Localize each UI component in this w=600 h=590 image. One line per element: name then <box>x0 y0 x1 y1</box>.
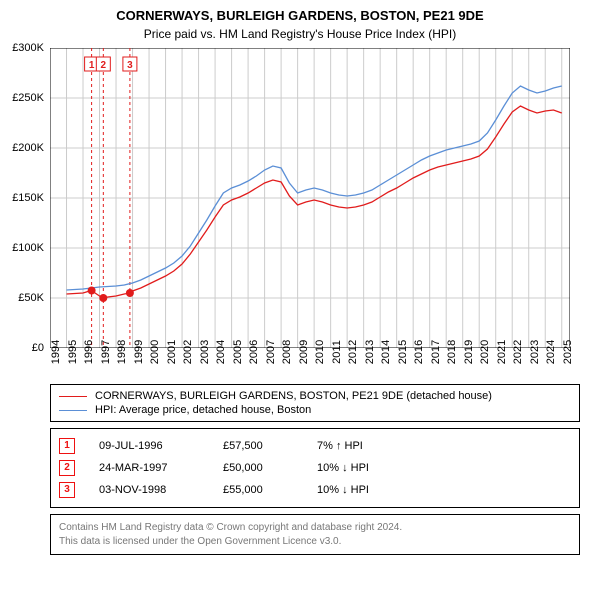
event-row: 1 09-JUL-1996 £57,500 7% ↑ HPI <box>59 435 571 457</box>
legend-swatch <box>59 396 87 397</box>
event-row-price: £50,000 <box>223 462 293 474</box>
x-tick-label: 2009 <box>298 340 310 364</box>
y-tick-label: £50K <box>18 292 44 304</box>
event-row-marker: 2 <box>59 460 75 476</box>
x-tick-label: 1994 <box>50 340 62 364</box>
x-tick-label: 2017 <box>430 340 442 364</box>
x-tick-label: 2008 <box>281 340 293 364</box>
event-row-date: 24-MAR-1997 <box>99 462 199 474</box>
legend-box: CORNERWAYS, BURLEIGH GARDENS, BOSTON, PE… <box>50 384 580 422</box>
x-tick-label: 1997 <box>100 340 112 364</box>
event-row: 3 03-NOV-1998 £55,000 10% ↓ HPI <box>59 479 571 501</box>
x-tick-label: 2018 <box>446 340 458 364</box>
x-tick-label: 2004 <box>215 340 227 364</box>
x-tick-label: 2006 <box>248 340 260 364</box>
y-tick-label: £0 <box>32 342 44 354</box>
chart-area: 123£0£50K£100K£150K£200K£250K£300K199419… <box>50 48 570 348</box>
x-tick-label: 2019 <box>463 340 475 364</box>
x-tick-label: 2005 <box>232 340 244 364</box>
x-tick-label: 2016 <box>413 340 425 364</box>
event-row-date: 03-NOV-1998 <box>99 484 199 496</box>
event-dot <box>99 294 107 302</box>
y-tick-label: £150K <box>12 192 44 204</box>
event-row-change: 10% ↓ HPI <box>317 462 407 474</box>
x-tick-label: 2014 <box>380 340 392 364</box>
x-tick-label: 2020 <box>479 340 491 364</box>
x-tick-label: 2000 <box>149 340 161 364</box>
y-tick-label: £300K <box>12 42 44 54</box>
footer-box: Contains HM Land Registry data © Crown c… <box>50 514 580 555</box>
x-tick-label: 2021 <box>496 340 508 364</box>
x-tick-label: 2024 <box>545 340 557 364</box>
event-row-marker: 3 <box>59 482 75 498</box>
x-tick-label: 2002 <box>182 340 194 364</box>
x-tick-label: 1995 <box>67 340 79 364</box>
legend-label: CORNERWAYS, BURLEIGH GARDENS, BOSTON, PE… <box>95 390 492 402</box>
x-tick-label: 2023 <box>529 340 541 364</box>
x-tick-label: 1998 <box>116 340 128 364</box>
figure-container: CORNERWAYS, BURLEIGH GARDENS, BOSTON, PE… <box>0 0 600 590</box>
x-tick-label: 2007 <box>265 340 277 364</box>
event-row-date: 09-JUL-1996 <box>99 440 199 452</box>
event-row-price: £57,500 <box>223 440 293 452</box>
x-tick-label: 1996 <box>83 340 95 364</box>
x-tick-label: 2015 <box>397 340 409 364</box>
chart-svg: 12 3 <box>50 48 570 348</box>
chart-title: CORNERWAYS, BURLEIGH GARDENS, BOSTON, PE… <box>0 0 600 25</box>
x-tick-label: 2013 <box>364 340 376 364</box>
event-row: 2 24-MAR-1997 £50,000 10% ↓ HPI <box>59 457 571 479</box>
y-tick-label: £250K <box>12 92 44 104</box>
event-row-marker: 1 <box>59 438 75 454</box>
y-tick-label: £100K <box>12 242 44 254</box>
event-label-text: 3 <box>127 60 133 71</box>
event-dot <box>88 287 96 295</box>
x-tick-label: 2001 <box>166 340 178 364</box>
y-tick-label: £200K <box>12 142 44 154</box>
footer-line-2: This data is licensed under the Open Gov… <box>59 535 571 549</box>
x-tick-label: 2025 <box>562 340 574 364</box>
footer-line-1: Contains HM Land Registry data © Crown c… <box>59 521 571 535</box>
x-tick-label: 2012 <box>347 340 359 364</box>
x-tick-label: 2022 <box>512 340 524 364</box>
legend-label: HPI: Average price, detached house, Bost… <box>95 404 311 416</box>
x-tick-label: 2003 <box>199 340 211 364</box>
event-row-change: 10% ↓ HPI <box>317 484 407 496</box>
x-tick-label: 2011 <box>331 341 343 365</box>
event-label-text: 1 <box>89 60 95 71</box>
event-dot <box>126 289 134 297</box>
event-row-change: 7% ↑ HPI <box>317 440 407 452</box>
events-box: 1 09-JUL-1996 £57,500 7% ↑ HPI 2 24-MAR-1997 £… <box>50 428 580 508</box>
event-row-price: £55,000 <box>223 484 293 496</box>
x-tick-label: 1999 <box>133 340 145 364</box>
legend-swatch <box>59 410 87 411</box>
x-tick-label: 2010 <box>314 340 326 364</box>
legend-item: CORNERWAYS, BURLEIGH GARDENS, BOSTON, PE… <box>59 389 571 403</box>
chart-subtitle: Price paid vs. HM Land Registry's House … <box>0 25 600 43</box>
legend-item: HPI: Average price, detached house, Bost… <box>59 403 571 417</box>
event-label-text: 2 <box>101 60 107 71</box>
